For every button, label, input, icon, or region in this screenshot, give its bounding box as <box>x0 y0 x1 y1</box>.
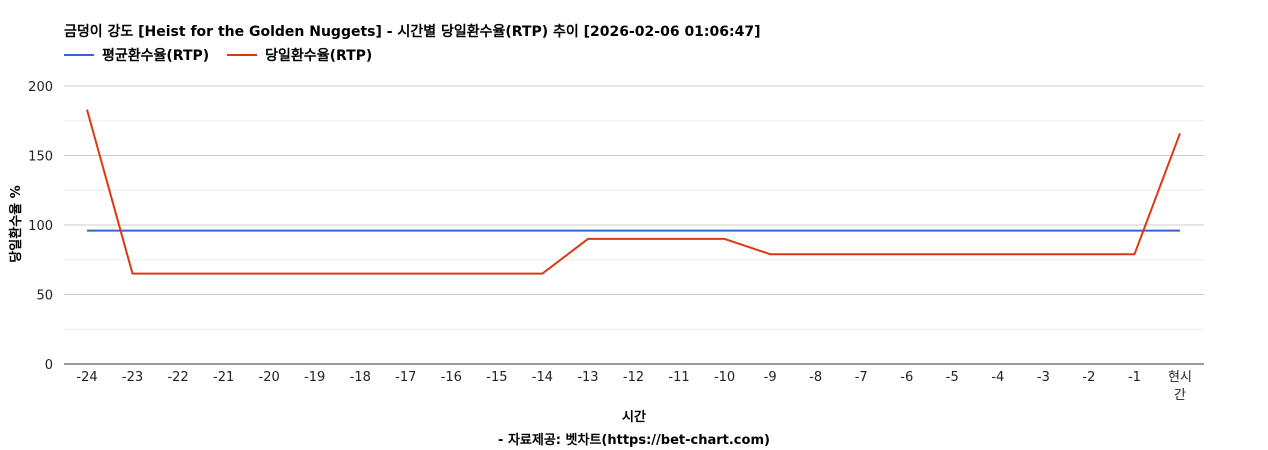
y-tick-label: 0 <box>45 358 53 373</box>
point-daily[interactable] <box>1132 252 1137 257</box>
point-daily[interactable] <box>813 252 818 257</box>
x-tick-label: -15 <box>486 370 507 385</box>
point-daily[interactable] <box>85 107 90 112</box>
point-daily[interactable] <box>403 271 408 276</box>
x-tick-label: -22 <box>167 370 188 385</box>
point-daily[interactable] <box>995 252 1000 257</box>
point-average[interactable] <box>494 228 499 233</box>
point-average[interactable] <box>130 228 135 233</box>
y-tick-label: 150 <box>28 150 53 165</box>
point-daily[interactable] <box>631 236 636 241</box>
point-daily[interactable] <box>722 236 727 241</box>
x-tick-label: -21 <box>213 370 234 385</box>
x-tick-label: -14 <box>532 370 553 385</box>
x-tick-label: -6 <box>900 370 913 385</box>
legend-swatch-daily <box>227 54 258 56</box>
chart-title: 금덩이 강도 [Heist for the Golden Nuggets] - … <box>64 24 761 40</box>
x-tick-label: -13 <box>577 370 598 385</box>
x-tick-label: -10 <box>714 370 735 385</box>
point-average[interactable] <box>722 228 727 233</box>
point-daily[interactable] <box>859 252 864 257</box>
point-average[interactable] <box>631 228 636 233</box>
x-tick-label: -18 <box>350 370 371 385</box>
point-daily[interactable] <box>677 236 682 241</box>
point-average[interactable] <box>1041 228 1046 233</box>
point-daily[interactable] <box>950 252 955 257</box>
source-credit: - 자료제공: 벳차트(https://bet-chart.com) <box>498 433 770 448</box>
point-average[interactable] <box>1132 228 1137 233</box>
point-average[interactable] <box>768 228 773 233</box>
legend-label-daily: 당일환수율(RTP) <box>265 48 373 64</box>
series-lines <box>85 107 1183 276</box>
x-tick-label: -5 <box>946 370 959 385</box>
x-tick-labels: -24 -23 -22 -21 -20 -19 -18 -17 -16 -15 -14 -13 -12 -… <box>76 370 1192 403</box>
point-daily[interactable] <box>1041 252 1046 257</box>
point-average[interactable] <box>85 228 90 233</box>
point-average[interactable] <box>540 228 545 233</box>
series-line-daily <box>86 109 1181 275</box>
point-average[interactable] <box>813 228 818 233</box>
x-tick-label: -3 <box>1037 370 1050 385</box>
point-daily[interactable] <box>585 236 590 241</box>
point-average[interactable] <box>677 228 682 233</box>
x-tick-label: -8 <box>809 370 822 385</box>
point-average[interactable] <box>358 228 363 233</box>
x-axis-label: 시간 <box>622 410 646 425</box>
point-daily[interactable] <box>312 271 317 276</box>
point-average[interactable] <box>176 228 181 233</box>
x-tick-label: -11 <box>668 370 689 385</box>
point-daily[interactable] <box>358 271 363 276</box>
point-daily[interactable] <box>449 271 454 276</box>
legend-item-average[interactable]: 평균환수율(RTP) <box>64 45 209 65</box>
point-daily[interactable] <box>221 271 226 276</box>
legend: 평균환수율(RTP) 당일환수율(RTP) <box>64 45 372 65</box>
y-tick-label: 200 <box>28 80 53 95</box>
point-daily[interactable] <box>494 271 499 276</box>
x-tick-label: -23 <box>122 370 143 385</box>
point-daily[interactable] <box>267 271 272 276</box>
y-tick-label: 100 <box>28 219 53 234</box>
x-tick-label: -2 <box>1082 370 1095 385</box>
point-average[interactable] <box>267 228 272 233</box>
point-average[interactable] <box>312 228 317 233</box>
x-tick-label: -12 <box>623 370 644 385</box>
x-tick-label: -17 <box>395 370 416 385</box>
legend-swatch-average <box>64 54 94 56</box>
point-average[interactable] <box>585 228 590 233</box>
point-daily[interactable] <box>904 252 909 257</box>
x-tick-label: -19 <box>304 370 325 385</box>
legend-item-daily[interactable]: 당일환수율(RTP) <box>227 45 372 65</box>
point-average[interactable] <box>403 228 408 233</box>
x-tick-label: -7 <box>855 370 868 385</box>
point-average[interactable] <box>221 228 226 233</box>
x-tick-label: -1 <box>1128 370 1141 385</box>
x-tick-label: -9 <box>764 370 777 385</box>
point-daily[interactable] <box>1178 131 1183 136</box>
point-average[interactable] <box>1086 228 1091 233</box>
point-average[interactable] <box>449 228 454 233</box>
point-average[interactable] <box>904 228 909 233</box>
y-tick-label: 50 <box>36 289 53 304</box>
point-daily[interactable] <box>768 252 773 257</box>
x-tick-label: -4 <box>991 370 1004 385</box>
gridlines <box>64 85 1204 365</box>
point-average[interactable] <box>995 228 1000 233</box>
x-tick-label: -24 <box>76 370 97 385</box>
x-tick-label: -20 <box>259 370 280 385</box>
point-daily[interactable] <box>176 271 181 276</box>
point-average[interactable] <box>859 228 864 233</box>
point-average[interactable] <box>1178 228 1183 233</box>
y-tick-labels: 0 50 100 150 200 <box>28 80 53 373</box>
point-daily[interactable] <box>540 271 545 276</box>
point-average[interactable] <box>950 228 955 233</box>
legend-label-average: 평균환수율(RTP) <box>102 48 210 64</box>
point-daily[interactable] <box>130 271 135 276</box>
x-tick-label: 현시 간 <box>1168 370 1192 403</box>
point-daily[interactable] <box>1086 252 1091 257</box>
y-axis-label: 당일환수율 % <box>8 185 24 262</box>
x-tick-label: -16 <box>441 370 462 385</box>
